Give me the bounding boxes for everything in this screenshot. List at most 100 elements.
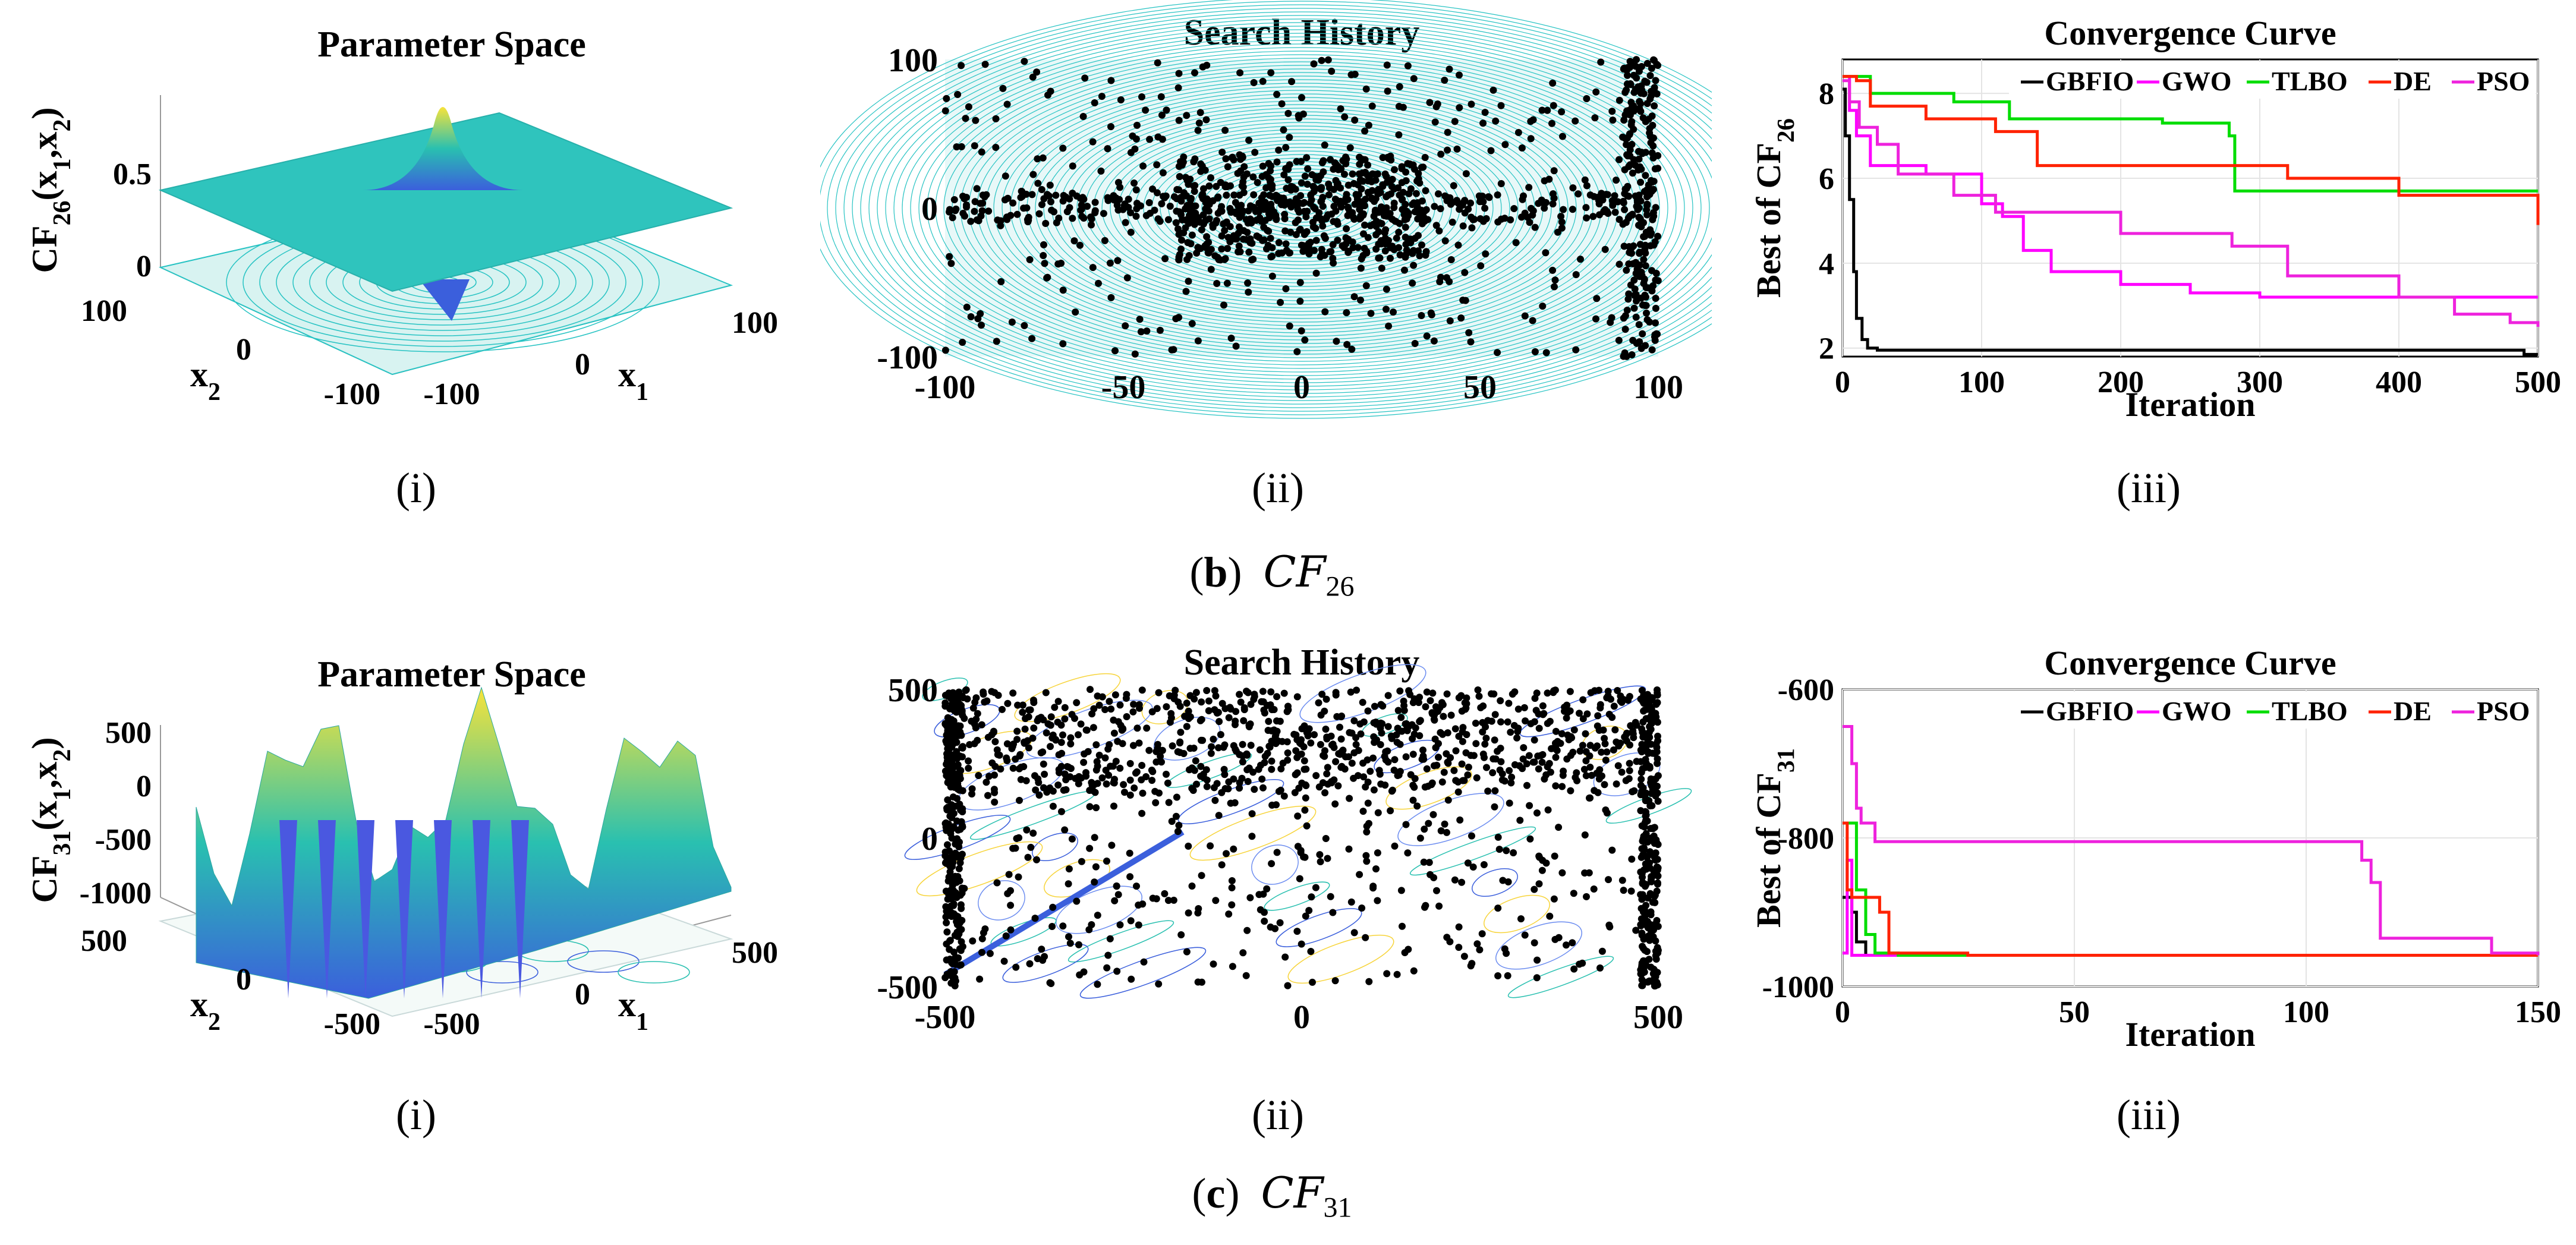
search-point	[1642, 172, 1649, 179]
search-point	[1077, 206, 1085, 214]
search-point	[1402, 241, 1410, 248]
search-point	[1480, 861, 1488, 868]
search-point	[1467, 752, 1475, 759]
contour-line	[820, 1, 1712, 415]
search-point	[1531, 939, 1538, 947]
row-caption-sub: 31	[1323, 1192, 1352, 1224]
search-point	[1191, 188, 1198, 195]
search-point	[1038, 201, 1045, 209]
search-point	[1005, 871, 1013, 878]
search-point	[1654, 718, 1661, 726]
search-point	[1368, 102, 1376, 110]
search-point	[1040, 241, 1047, 248]
search-point	[1438, 778, 1446, 786]
search-point	[1004, 890, 1012, 897]
search-point	[967, 313, 975, 320]
search-point	[1063, 208, 1071, 216]
search-point	[1392, 218, 1400, 225]
search-point	[1472, 720, 1479, 727]
search-point	[1299, 247, 1307, 255]
search-point	[1604, 694, 1612, 701]
search-point	[1088, 221, 1095, 229]
search-point	[1410, 261, 1418, 269]
search-point	[1550, 895, 1558, 903]
legend-label-gwo: GWO	[2162, 696, 2232, 726]
search-point	[1432, 222, 1440, 229]
search-point	[1582, 757, 1590, 765]
param-x2label: x2	[190, 985, 221, 1036]
search-point	[1107, 294, 1115, 301]
search-point	[1113, 967, 1121, 975]
search-point	[1273, 849, 1281, 856]
search-point	[1557, 739, 1564, 747]
search-point	[1295, 208, 1303, 216]
search-point	[950, 196, 958, 203]
search-point	[1033, 68, 1041, 76]
search-point	[1177, 197, 1185, 205]
search-point	[1522, 717, 1529, 725]
search-point	[1232, 198, 1239, 206]
search-point	[948, 959, 956, 966]
search-point	[1594, 712, 1602, 720]
search-point	[1648, 92, 1655, 100]
search-point	[1481, 754, 1488, 761]
search-point	[1352, 734, 1360, 742]
search-point	[1199, 770, 1207, 778]
search-point	[1635, 204, 1643, 212]
contour-line	[1032, 833, 1078, 861]
search-point	[1394, 707, 1402, 714]
search-point	[945, 873, 953, 881]
search-point	[1251, 786, 1258, 793]
search-point	[1383, 61, 1391, 69]
search-point	[1454, 788, 1462, 796]
search-point	[1359, 698, 1366, 706]
search-point	[1021, 58, 1028, 65]
search-point	[1136, 704, 1143, 712]
search-point	[1478, 930, 1486, 938]
search-point	[941, 720, 949, 727]
search-point	[1205, 707, 1213, 714]
search-point	[946, 253, 953, 260]
search-point	[1007, 902, 1015, 909]
search-point	[1100, 210, 1107, 218]
search-point	[1287, 228, 1295, 236]
search-point	[1211, 687, 1218, 695]
search-point	[1237, 698, 1245, 706]
search-point	[1491, 803, 1498, 811]
history-points	[941, 56, 1662, 360]
search-point	[1221, 705, 1229, 713]
search-point	[1322, 726, 1330, 733]
search-point	[1304, 732, 1312, 740]
search-point	[1272, 191, 1280, 199]
search-point	[1544, 806, 1552, 814]
contour-line	[1101, 122, 1502, 294]
contour-line	[960, 61, 1643, 355]
search-point	[946, 761, 953, 769]
search-point	[1130, 701, 1138, 708]
search-point	[1311, 184, 1318, 191]
search-point	[1443, 828, 1450, 836]
search-point	[1495, 846, 1503, 853]
convergence-ytick: 4	[1819, 247, 1834, 281]
search-point	[1094, 912, 1101, 919]
search-point	[1068, 835, 1076, 843]
search-point	[1639, 879, 1646, 886]
search-point	[959, 339, 966, 346]
search-point	[958, 707, 966, 715]
search-point	[1174, 828, 1182, 836]
search-point	[1631, 285, 1639, 293]
search-point	[1023, 826, 1031, 834]
search-point	[1646, 723, 1654, 730]
search-point	[1226, 238, 1234, 245]
search-point	[1633, 74, 1640, 82]
search-point	[974, 710, 981, 717]
search-point	[1320, 752, 1327, 759]
search-point	[1643, 206, 1651, 214]
search-point	[1237, 167, 1245, 175]
search-point	[968, 790, 975, 798]
search-point	[1529, 758, 1537, 766]
search-point	[1652, 304, 1659, 312]
search-point	[1496, 766, 1504, 774]
search-point	[1381, 229, 1388, 237]
search-point	[1567, 787, 1574, 795]
